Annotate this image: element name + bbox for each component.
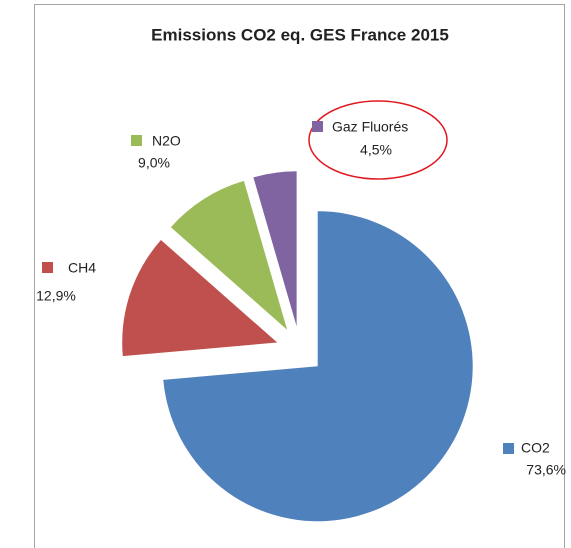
slice-label: Gaz Fluorés [332,119,408,135]
slice-value: 9,0% [138,155,170,171]
highlight-ellipse [308,100,448,180]
slice-value: 12,9% [36,288,76,304]
slice-value: 4,5% [360,142,392,158]
pie-slice [253,171,297,327]
legend-swatch [131,135,142,146]
pie-slice [122,240,278,357]
pie [122,171,473,522]
slice-label: CH4 [68,260,96,276]
labels: CO2 73,6% CH4 12,9% N2O 9,0% Gaz Fluorés 4,5% [36,119,566,478]
pie-slice [170,180,288,330]
slice-label: N2O [152,133,181,149]
pie-slice [163,211,473,522]
legend-swatch [503,443,514,454]
legend-swatch [42,262,53,273]
chart-title: Emissions CO2 eq. GES France 2015 [151,25,449,44]
legend-swatch [312,121,323,132]
slice-value: 73,6% [526,462,566,478]
slice-label: CO2 [521,440,550,456]
